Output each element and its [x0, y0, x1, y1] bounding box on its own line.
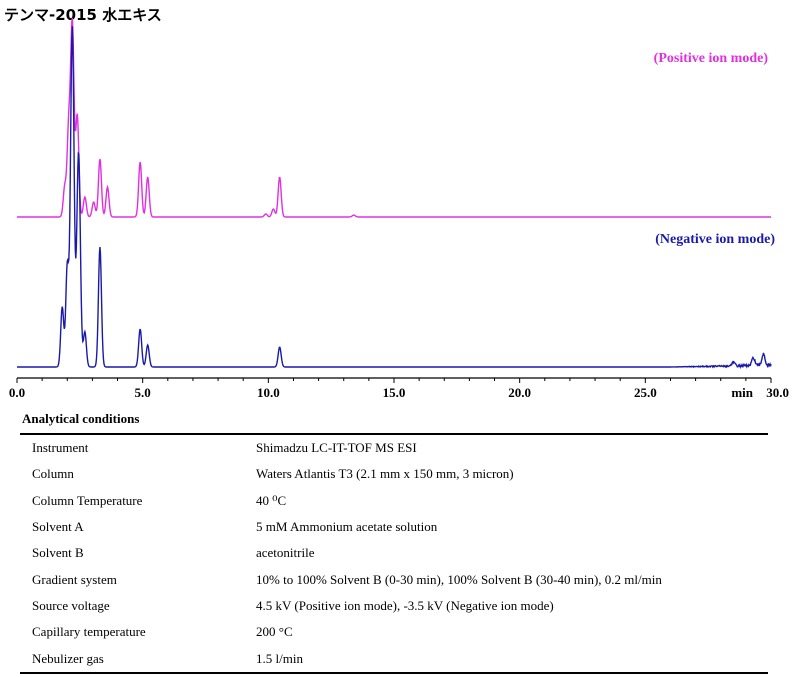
x-tick-label: 25.0 [634, 385, 657, 400]
condition-parameter: Solvent A [32, 519, 84, 535]
conditions-row: Column Waters Atlantis T3 (2.1 mm x 150 m… [20, 461, 768, 487]
condition-value: 1.5 l/min [256, 650, 303, 666]
condition-value: 200 °C [256, 624, 293, 640]
positive-ion-trace [17, 18, 771, 218]
chart-title: テンマ-2015 水エキス [4, 6, 162, 24]
chromatogram-chart: (Positive ion mode) (Negative ion mode) 0… [9, 18, 789, 400]
conditions-heading: Analytical conditions [22, 411, 140, 426]
condition-value: 5 mM Ammonium acetate solution [256, 519, 438, 535]
x-tick-label: 15.0 [383, 385, 406, 400]
conditions-table: Instrument Shimadzu LC-IT-TOF MS ESI Colum… [20, 433, 768, 674]
condition-parameter: Capillary temperature [32, 624, 146, 640]
condition-parameter: Solvent B [32, 545, 84, 561]
condition-parameter: Column Temperature [32, 492, 143, 508]
condition-parameter: Instrument [32, 440, 89, 456]
condition-parameter: Nebulizer gas [32, 650, 104, 666]
conditions-row: Solvent B acetonitrile [20, 540, 768, 566]
condition-value: acetonitrile [256, 545, 315, 561]
condition-value: 40 ⁰C [256, 492, 287, 508]
conditions-row: Capillary temperature 200 °C [20, 619, 768, 645]
condition-value: Shimadzu LC-IT-TOF MS ESI [256, 440, 417, 456]
conditions-row: Instrument Shimadzu LC-IT-TOF MS ESI [20, 434, 768, 461]
conditions-row: Solvent A 5 mM Ammonium acetate solution [20, 514, 768, 540]
condition-value: 10% to 100% Solvent B (0-30 min), 100% S… [256, 571, 662, 587]
x-tick-label: 30.0 [766, 385, 789, 400]
conditions-row: Nebulizer gas 1.5 l/min [20, 645, 768, 672]
x-tick-label: 0.0 [9, 385, 25, 400]
x-axis-unit: min [731, 385, 753, 400]
analytical-conditions: Analytical conditions Instrument Shimadzu… [20, 411, 768, 674]
x-tick-label: 20.0 [508, 385, 531, 400]
series-label-negative: (Negative ion mode) [655, 232, 775, 247]
x-tick-label: 5.0 [135, 385, 151, 400]
condition-parameter: Source voltage [32, 597, 110, 613]
condition-parameter: Column [32, 466, 74, 482]
condition-value: 4.5 kV (Positive ion mode), -3.5 kV (Neg… [256, 597, 554, 613]
x-tick-label: 10.0 [257, 385, 280, 400]
conditions-row: Column Temperature 40 ⁰C [20, 488, 768, 514]
condition-value: Waters Atlantis T3 (2.1 mm x 150 mm, 3 m… [256, 466, 514, 482]
negative-ion-trace [17, 26, 772, 370]
series-label-positive: (Positive ion mode) [654, 51, 769, 66]
conditions-row: Gradient system 10% to 100% Solvent B (0-… [20, 566, 768, 592]
condition-parameter: Gradient system [32, 571, 117, 587]
conditions-row: Source voltage 4.5 kV (Positive ion mode)… [20, 593, 768, 619]
